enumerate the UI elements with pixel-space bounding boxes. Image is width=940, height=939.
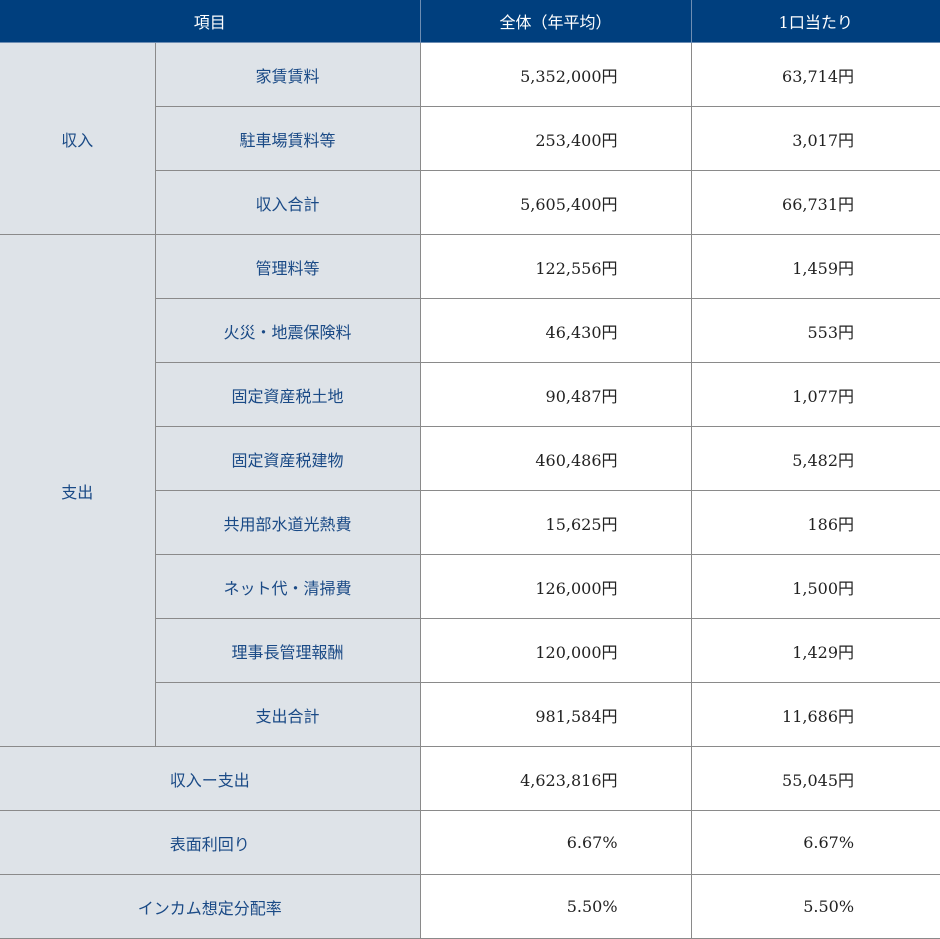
row-per-unit: 63,714円: [690, 42, 940, 107]
group-label: 支出: [0, 234, 156, 747]
row-item: 駐車場賃料等: [155, 106, 421, 171]
row-item: 固定資産税建物: [155, 426, 421, 491]
summary-row: 収入ー支出 4,623,816円 55,045円: [0, 746, 940, 811]
table-row: 固定資産税建物 460,486円 5,482円: [0, 426, 940, 491]
summary-total: 5.50%: [419, 874, 692, 939]
row-total: 5,605,400円: [419, 170, 692, 235]
header-per-unit: 1口当たり: [690, 0, 940, 43]
row-total: 981,584円: [419, 682, 692, 747]
row-item: ネット代・清掃費: [155, 554, 421, 619]
table-row: 火災・地震保険料 46,430円 553円: [0, 298, 940, 363]
row-item: 支出合計: [155, 682, 421, 747]
row-per-unit: 66,731円: [690, 170, 940, 235]
header-item: 項目: [0, 0, 421, 43]
summary-per-unit: 55,045円: [690, 746, 940, 811]
row-total: 15,625円: [419, 490, 692, 555]
row-total: 120,000円: [419, 618, 692, 683]
row-per-unit: 553円: [690, 298, 940, 363]
row-total: 253,400円: [419, 106, 692, 171]
row-per-unit: 1,459円: [690, 234, 940, 299]
row-total: 46,430円: [419, 298, 692, 363]
table-row: 理事長管理報酬 120,000円 1,429円: [0, 618, 940, 683]
row-total: 126,000円: [419, 554, 692, 619]
table-row: 収入 家賃賃料 5,352,000円 63,714円: [0, 42, 940, 235]
group-label: 収入: [0, 42, 156, 235]
table-row: 支出合計 981,584円 11,686円: [0, 682, 940, 747]
row-total: 460,486円: [419, 426, 692, 491]
row-item: 火災・地震保険料: [155, 298, 421, 363]
table-row: ネット代・清掃費 126,000円 1,500円: [0, 554, 940, 619]
row-item: 固定資産税土地: [155, 362, 421, 427]
row-per-unit: 3,017円: [690, 106, 940, 171]
row-total: 122,556円: [419, 234, 692, 299]
summary-per-unit: 6.67%: [690, 810, 940, 875]
row-item: 収入合計: [155, 170, 421, 235]
row-item: 共用部水道光熱費: [155, 490, 421, 555]
table-row: 固定資産税土地 90,487円 1,077円: [0, 362, 940, 427]
row-per-unit: 1,500円: [690, 554, 940, 619]
table-row: 共用部水道光熱費 15,625円 186円: [0, 490, 940, 555]
row-item: 管理料等: [154, 234, 421, 299]
summary-item: 収入ー支出: [0, 746, 421, 811]
row-total: 90,487円: [419, 362, 692, 427]
summary-row: インカム想定分配率 5.50% 5.50%: [0, 874, 940, 939]
header-total: 全体（年平均）: [419, 0, 692, 43]
row-item: 理事長管理報酬: [155, 618, 421, 683]
header-row: 項目 全体（年平均） 1口当たり: [0, 0, 940, 43]
summary-total: 4,623,816円: [419, 746, 692, 811]
row-per-unit: 186円: [690, 490, 940, 555]
row-per-unit: 1,077円: [690, 362, 940, 427]
row-per-unit: 1,429円: [690, 618, 940, 683]
row-per-unit: 5,482円: [690, 426, 940, 491]
summary-row: 表面利回り 6.67% 6.67%: [0, 810, 940, 875]
summary-per-unit: 5.50%: [690, 874, 940, 939]
table-row: 支出 管理料等 122,556円 1,459円: [0, 234, 940, 747]
row-per-unit: 11,686円: [690, 682, 940, 747]
summary-total: 6.67%: [419, 810, 692, 875]
row-total: 5,352,000円: [419, 42, 692, 107]
summary-item: 表面利回り: [0, 810, 421, 875]
row-item: 家賃賃料: [154, 42, 421, 107]
summary-item: インカム想定分配率: [0, 874, 421, 939]
